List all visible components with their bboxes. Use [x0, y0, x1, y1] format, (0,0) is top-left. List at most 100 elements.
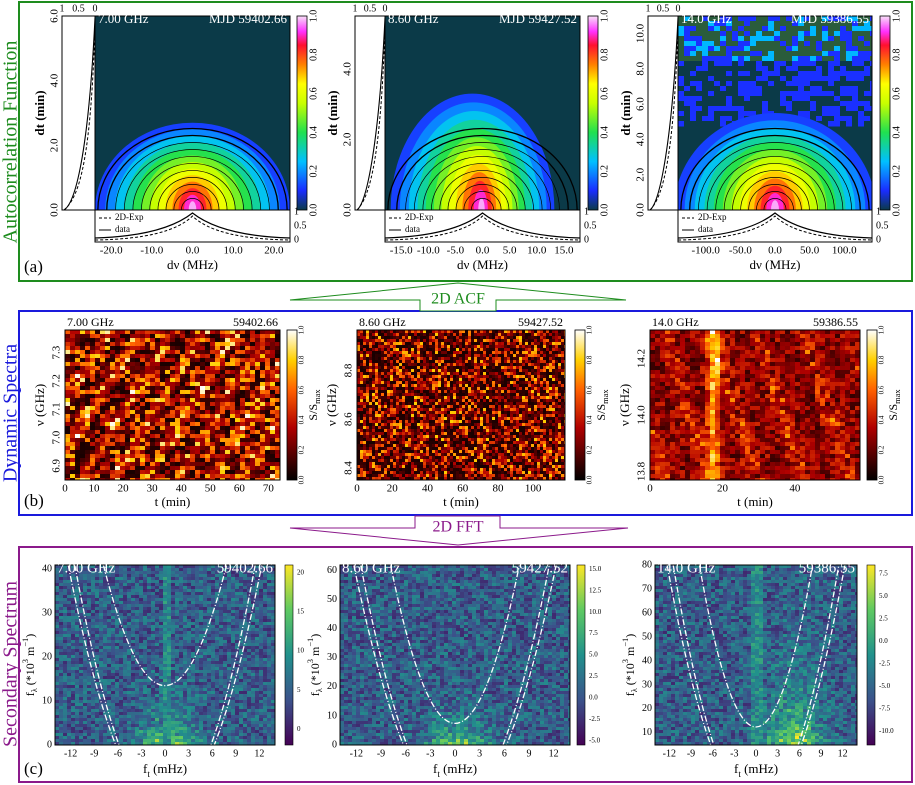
pixel — [426, 351, 430, 355]
pixel — [387, 360, 391, 364]
pixel — [480, 420, 484, 424]
pixel — [381, 345, 385, 349]
pixel — [423, 399, 427, 403]
colorbar-tick: 0.2 — [599, 165, 610, 178]
pixel — [552, 336, 556, 340]
pixel — [245, 378, 251, 383]
pixel — [75, 434, 81, 439]
pixel — [75, 474, 81, 479]
pixel — [483, 396, 487, 400]
panel-mjd: 59402.66 — [233, 315, 278, 329]
pixel — [120, 378, 126, 383]
pixel — [155, 350, 161, 355]
pixel — [444, 339, 448, 343]
pixel — [438, 414, 442, 418]
pixel — [70, 350, 76, 355]
pixel — [105, 342, 111, 347]
pixel — [70, 474, 76, 479]
pixel — [438, 357, 442, 361]
pixel — [220, 470, 226, 475]
pixel — [378, 399, 382, 403]
pixel — [155, 462, 161, 467]
pixel — [275, 386, 280, 391]
pixel — [170, 362, 176, 367]
pixel — [366, 360, 370, 364]
pixel — [411, 408, 415, 412]
pixel — [447, 330, 451, 334]
pixel — [498, 369, 502, 373]
pixel — [507, 378, 511, 382]
pixel — [220, 478, 226, 480]
pixel — [480, 363, 484, 367]
pixel — [175, 362, 181, 367]
pixel — [408, 402, 412, 406]
pixel — [870, 26, 872, 32]
pixel — [738, 21, 745, 27]
pixel — [558, 360, 562, 364]
pixel — [471, 369, 475, 373]
pixel — [145, 358, 151, 363]
pixel — [543, 411, 547, 415]
pixel — [260, 414, 266, 419]
pixel — [140, 350, 146, 355]
pixel — [510, 414, 514, 418]
pixel — [215, 430, 221, 435]
colorbar-tick: 0.0 — [599, 204, 610, 217]
pixel — [522, 393, 526, 397]
pixel — [720, 121, 727, 127]
pixel — [714, 96, 721, 102]
pixel — [468, 405, 472, 409]
pixel — [140, 470, 146, 475]
pixel — [260, 434, 266, 439]
pixel — [444, 390, 448, 394]
pixel — [822, 41, 829, 47]
pixel — [483, 375, 487, 379]
pixel — [438, 420, 442, 424]
pixel — [275, 466, 280, 471]
pixel — [95, 426, 101, 431]
pixel — [170, 426, 176, 431]
pixel — [95, 430, 101, 435]
pixel — [381, 417, 385, 421]
pixel — [549, 393, 553, 397]
pixel — [250, 466, 256, 471]
pixel — [750, 111, 757, 117]
pixel — [140, 382, 146, 387]
pixel — [378, 396, 382, 400]
pixel — [393, 426, 397, 430]
pixel — [483, 372, 487, 376]
pixel — [275, 474, 280, 479]
pixel — [210, 418, 216, 423]
pixel — [822, 116, 829, 122]
pixel — [130, 402, 136, 407]
pixel — [255, 406, 261, 411]
pixel — [175, 478, 181, 480]
y-axis-label: dt (min) — [325, 90, 340, 135]
pixel — [417, 429, 421, 433]
pixel — [200, 358, 206, 363]
pixel — [822, 26, 829, 32]
pixel — [105, 462, 111, 467]
pixel — [447, 354, 451, 358]
pixel — [150, 346, 156, 351]
pixel — [130, 474, 136, 479]
pixel — [501, 414, 505, 418]
pixel — [175, 382, 181, 387]
pixel — [384, 411, 388, 415]
pixel — [720, 46, 727, 52]
pixel — [756, 26, 763, 32]
pixel — [205, 370, 211, 375]
pixel — [558, 351, 562, 355]
pixel — [708, 106, 715, 112]
panel-freq: 14.0 GHz — [681, 11, 732, 26]
pixel — [561, 396, 565, 400]
pixel — [235, 398, 241, 403]
pixel — [519, 414, 523, 418]
pixel — [80, 466, 86, 471]
pixel — [558, 375, 562, 379]
pixel — [160, 378, 166, 383]
pixel — [270, 378, 276, 383]
pixel — [465, 330, 469, 334]
pixel — [858, 51, 865, 57]
pixel — [468, 381, 472, 385]
